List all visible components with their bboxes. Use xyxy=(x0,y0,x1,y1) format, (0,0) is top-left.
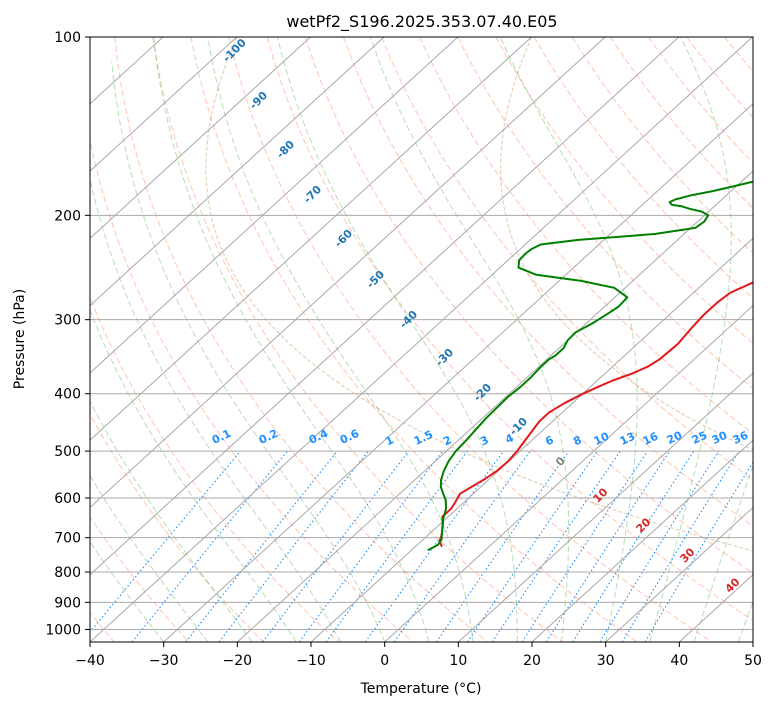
isotherm-gridline xyxy=(384,304,753,642)
isotherm-gridline xyxy=(90,37,753,642)
y-axis: 100 200 300 400 500 600 700 800 900 1000 xyxy=(45,30,90,638)
theta-e-line xyxy=(205,37,753,552)
dry-adiabat xyxy=(114,37,488,642)
x-tick-label: −30 xyxy=(149,653,179,669)
x-axis-title: Temperature (°C) xyxy=(360,681,482,697)
x-tick-label: −20 xyxy=(223,653,253,669)
x-tick-label: 20 xyxy=(523,653,541,669)
moist-adiabat xyxy=(499,37,638,642)
dry-adiabat xyxy=(381,37,753,481)
x-tick-label: −10 xyxy=(296,653,326,669)
mixing-ratio-line xyxy=(298,450,444,642)
isotherm-gridline xyxy=(90,37,238,172)
isotherm-gridline xyxy=(163,103,753,642)
mixing-ratio-label: 16 xyxy=(641,430,661,448)
plot-area: -100-90-80-70-60-50-40-30-20-100.1 0.2 0.4… xyxy=(90,37,753,642)
mixing-ratio-line xyxy=(621,450,740,642)
mixing-ratio-label: 36 xyxy=(731,429,751,447)
moist-adiabat xyxy=(649,37,732,642)
dry-adiabats xyxy=(90,37,753,642)
moist-adiabat xyxy=(90,540,165,642)
moist-adiabat xyxy=(693,463,753,642)
isotherm-gridline xyxy=(90,37,311,240)
x-tick-label: −40 xyxy=(75,653,105,669)
mixing-ratio-label: 10 xyxy=(592,430,612,448)
mixing-ratio-line xyxy=(435,450,570,642)
x-axis: −40 −30 −20 −10 0 10 20 30 40 50 xyxy=(75,642,762,669)
x-tick-label: 30 xyxy=(597,653,615,669)
dry-adiabat xyxy=(90,137,414,642)
y-tick-label: 900 xyxy=(54,595,81,611)
x-tick-label: 0 xyxy=(380,653,389,669)
dry-adiabat xyxy=(266,37,753,622)
mixing-ratio-label: 13 xyxy=(618,430,637,448)
y-tick-label: 400 xyxy=(54,387,81,403)
isotherm-gridline xyxy=(90,37,532,441)
mixing-ratio-line xyxy=(325,450,468,642)
y-axis-title: Pressure (hPa) xyxy=(12,289,28,389)
dry-adiabat xyxy=(190,37,638,642)
isotherm-gridline xyxy=(457,372,753,642)
y-tick-label: 1000 xyxy=(45,622,81,638)
mixing-ratio-label: 20 xyxy=(665,429,685,447)
chart-title: wetPf2_S196.2025.353.07.40.E05 xyxy=(286,12,557,32)
moist-adiabat xyxy=(276,37,518,642)
isotherm-gridline xyxy=(90,37,680,576)
isotherm-gridline xyxy=(90,37,385,307)
dewpoint-line xyxy=(427,180,753,552)
y-tick-label: 100 xyxy=(54,30,81,46)
mixing-ratio-line xyxy=(90,450,242,633)
dry-adiabat xyxy=(90,413,264,642)
moist-adiabat xyxy=(111,61,386,642)
plot-frame xyxy=(89,36,754,643)
mixing-ratio-line xyxy=(545,450,671,642)
y-tick-label: 700 xyxy=(54,531,81,547)
mixing-ratio-line xyxy=(572,450,695,642)
mixing-ratio-line xyxy=(185,450,338,642)
dry-adiabat xyxy=(457,37,753,390)
isotherm-gridline xyxy=(605,506,753,642)
moist-adiabat xyxy=(90,177,341,642)
x-tick-label: 10 xyxy=(449,653,467,669)
moist-adiabat xyxy=(207,37,474,642)
mixing-ratio-line xyxy=(599,450,720,642)
mixing-ratio-line xyxy=(521,450,649,642)
isotherm-gridline xyxy=(531,439,753,642)
temperature-line xyxy=(438,281,753,548)
y-tick-label: 200 xyxy=(54,208,81,224)
mixing-ratio-line xyxy=(364,450,505,642)
mixing-ratio-label: 30 xyxy=(710,429,730,447)
x-tick-label: 50 xyxy=(744,653,762,669)
isotherm-gridline xyxy=(90,37,459,374)
dry-adiabat xyxy=(342,37,753,527)
dry-adiabat xyxy=(152,37,563,642)
y-tick-label: 800 xyxy=(54,565,81,581)
isotherm-gridline xyxy=(310,237,753,642)
dry-adiabat xyxy=(533,37,753,299)
dry-adiabat xyxy=(495,37,753,344)
x-tick-label: 40 xyxy=(670,653,688,669)
profile-series xyxy=(427,180,753,552)
theta-e-lines xyxy=(205,37,753,552)
moist-adiabat xyxy=(369,37,570,642)
theta-e-line xyxy=(499,37,753,451)
y-tick-label: 600 xyxy=(54,491,81,507)
moist-adiabat xyxy=(90,474,209,642)
mixing-ratio-line xyxy=(262,450,410,642)
mixing-ratio-label: 25 xyxy=(690,429,709,447)
y-tick-label: 500 xyxy=(54,444,81,460)
isotherm-gridlines xyxy=(90,37,753,642)
dry-adiabat xyxy=(304,37,753,574)
mixing-ratio-line xyxy=(491,450,621,642)
moist-adiabat xyxy=(153,37,430,642)
y-tick-label: 300 xyxy=(54,313,81,329)
isotherm-gridline xyxy=(90,37,606,509)
mixing-ratio-line xyxy=(131,450,288,642)
mixing-ratio-line xyxy=(467,450,599,642)
pressure-gridlines xyxy=(90,37,753,630)
